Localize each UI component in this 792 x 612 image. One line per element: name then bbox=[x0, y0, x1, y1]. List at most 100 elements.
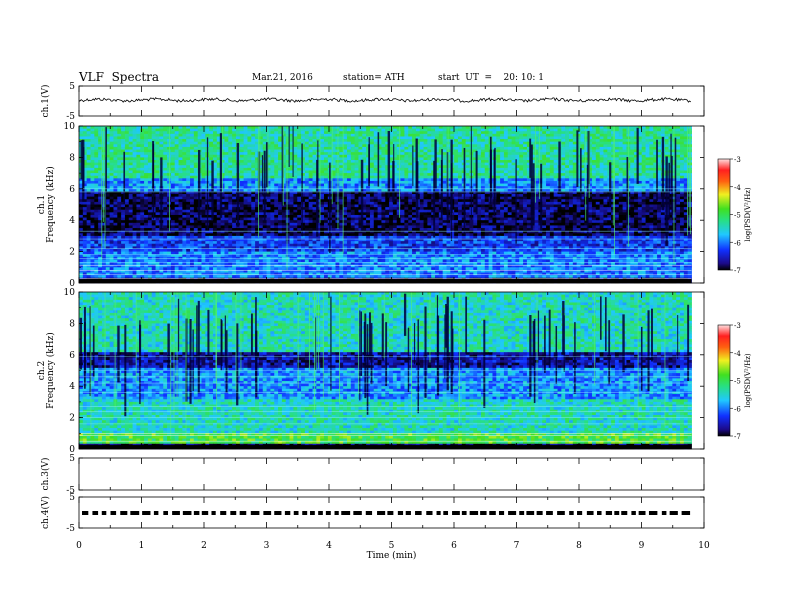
x-tick-label: 2 bbox=[201, 541, 207, 551]
ch4-pulse bbox=[263, 511, 271, 515]
x-tick-label: 10 bbox=[698, 541, 710, 551]
ch4-pulse bbox=[649, 511, 657, 515]
ch4-pulse bbox=[415, 511, 422, 515]
ch4-pulse bbox=[194, 511, 200, 515]
y-tick-label: 8 bbox=[69, 153, 75, 163]
colorbar-tick-label: -4 bbox=[734, 184, 741, 192]
ch4-pulse bbox=[499, 511, 504, 515]
colorbar-tick-label: -5 bbox=[734, 378, 741, 386]
colorbar bbox=[718, 159, 730, 270]
ch4-pulse bbox=[557, 511, 565, 515]
ch4-pulse bbox=[102, 511, 107, 515]
colorbar-tick-label: -6 bbox=[734, 405, 741, 413]
colorbar-tick-label: -4 bbox=[734, 350, 741, 358]
ch4-pulse bbox=[341, 511, 350, 515]
ch4-pulse bbox=[274, 511, 281, 515]
y-axis-label: ch.4(V) bbox=[40, 496, 51, 529]
x-tick-label: 1 bbox=[139, 541, 145, 551]
ch4-pulse bbox=[82, 511, 88, 515]
ch4-pulse bbox=[537, 511, 543, 515]
ch4-pulse bbox=[326, 511, 331, 515]
ch4-pulse bbox=[387, 511, 393, 515]
ch4-pulse bbox=[577, 511, 582, 515]
y-axis-label: ch.1(V) bbox=[40, 85, 51, 118]
ch4-pulse bbox=[163, 511, 168, 515]
ch4-pulse bbox=[318, 511, 323, 515]
ch4-pulse bbox=[569, 511, 574, 515]
ch4-pulse bbox=[120, 511, 127, 515]
ch4-pulse bbox=[443, 511, 448, 515]
x-tick-label: 4 bbox=[326, 541, 332, 551]
ch4-pulse bbox=[452, 511, 460, 515]
ch4-pulse bbox=[183, 511, 192, 515]
ch4-pulse bbox=[480, 511, 486, 515]
x-tick-label: 7 bbox=[514, 541, 520, 551]
x-tick-label: 3 bbox=[264, 541, 270, 551]
colorbar-label: log(PSD(V²/Hz) bbox=[744, 187, 752, 242]
y-tick-label: -5 bbox=[66, 112, 75, 122]
y-tick-label: 5 bbox=[69, 454, 75, 464]
x-tick-label: 6 bbox=[451, 541, 457, 551]
ch4-pulse bbox=[92, 511, 98, 515]
ch4-pulse bbox=[172, 511, 180, 515]
ch4-pulse bbox=[353, 511, 361, 515]
ch4-pulse bbox=[377, 511, 385, 515]
y-tick-label: 10 bbox=[64, 288, 76, 298]
low-freq-band bbox=[79, 279, 692, 283]
ch4-pulse bbox=[366, 511, 372, 515]
y-tick-label: 5 bbox=[69, 82, 75, 92]
y-axis-label: ch.3(V) bbox=[40, 458, 51, 491]
ch4-pulse bbox=[111, 511, 117, 515]
y-tick-label: 2 bbox=[69, 248, 75, 258]
ch4-pulse bbox=[335, 511, 339, 515]
ch1-waveform-trace bbox=[80, 98, 691, 103]
ch4-pulse bbox=[294, 511, 299, 515]
ch4-pulse bbox=[130, 511, 139, 515]
x-axis-label: Time (min) bbox=[367, 550, 417, 561]
colorbar-tick-label: -7 bbox=[734, 267, 741, 275]
ch4-pulse bbox=[662, 511, 667, 515]
ch4-pulse bbox=[398, 511, 403, 515]
ch4-pulse bbox=[230, 511, 236, 515]
ch4-pulse bbox=[211, 511, 215, 515]
ch4-pulse bbox=[670, 511, 678, 515]
y-axis-label: Frequency (kHz) bbox=[45, 166, 56, 243]
y-tick-label: 4 bbox=[69, 216, 75, 226]
ch4-pulse bbox=[519, 511, 524, 515]
low-freq-band bbox=[79, 445, 692, 449]
ch4-pulse bbox=[426, 511, 432, 515]
ch4-pulse bbox=[597, 511, 602, 515]
ch4-pulse bbox=[437, 511, 441, 515]
ch4-pulse bbox=[682, 511, 690, 515]
spectrogram-cells bbox=[79, 126, 692, 283]
y-tick-label: 6 bbox=[69, 351, 75, 361]
y-tick-label: 8 bbox=[69, 319, 75, 329]
colorbar-label: log(PSD(V²/Hz) bbox=[744, 353, 752, 408]
ch4-pulse bbox=[220, 511, 226, 515]
ch4-pulse bbox=[546, 511, 553, 515]
x-tick-label: 0 bbox=[76, 541, 82, 551]
ch4-pulse bbox=[462, 511, 467, 515]
ch4-pulse bbox=[631, 511, 635, 515]
colorbar-tick-label: -7 bbox=[734, 433, 741, 441]
ch4-pulse bbox=[406, 511, 411, 515]
colorbar-tick-label: -5 bbox=[734, 212, 741, 220]
y-tick-label: 6 bbox=[69, 185, 75, 195]
ch4-pulse bbox=[240, 511, 247, 515]
ch4-pulse bbox=[470, 511, 478, 515]
ch4-pulse bbox=[202, 511, 208, 515]
ch4-pulse bbox=[621, 511, 627, 515]
ch4-pulse bbox=[489, 511, 496, 515]
ch4-pulse bbox=[614, 511, 619, 515]
ch4-pulse bbox=[587, 511, 594, 515]
ch4-pulse bbox=[251, 511, 260, 515]
colorbar-tick-label: -3 bbox=[734, 156, 741, 164]
colorbar bbox=[718, 325, 730, 436]
ch4-pulse bbox=[285, 511, 290, 515]
x-tick-label: 8 bbox=[576, 541, 582, 551]
ch4-pulse bbox=[154, 511, 158, 515]
y-tick-label: 4 bbox=[69, 382, 75, 392]
y-tick-label: 10 bbox=[64, 122, 76, 132]
y-tick-label: 5 bbox=[69, 493, 75, 503]
ch4-pulse bbox=[526, 511, 534, 515]
